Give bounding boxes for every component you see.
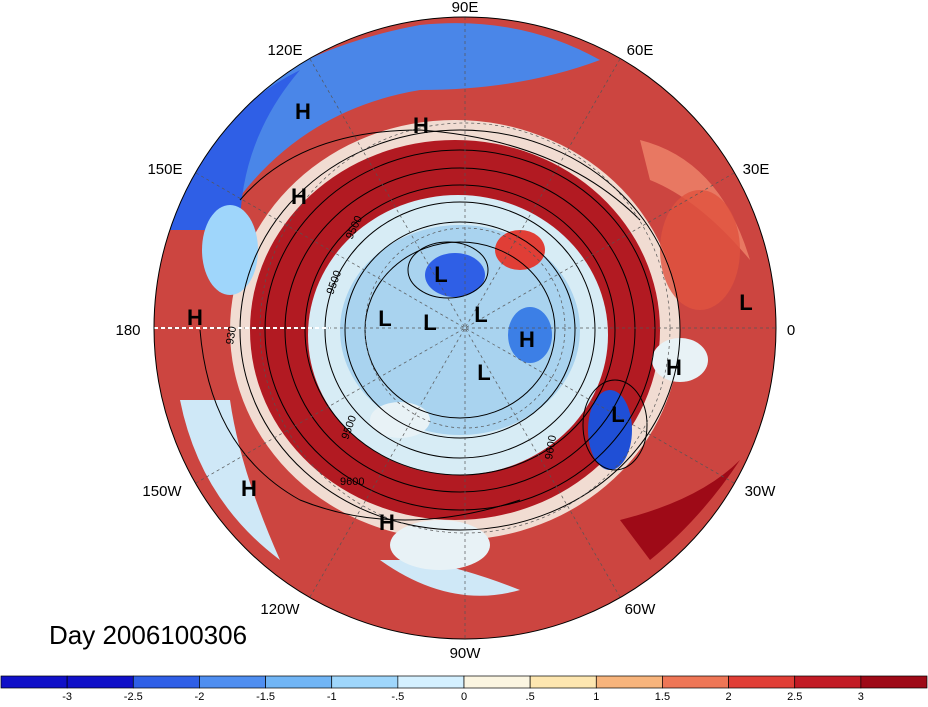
lon-label: 90E: [452, 0, 479, 16]
colorbar-box: [860, 675, 928, 689]
colorbar: -3 -2.5 -2 -1.5 -1 -.5 0 .5 1 1.5 2 2.5 3: [0, 675, 928, 702]
colorbar-box: [794, 675, 862, 689]
high-pressure-marker: H: [379, 510, 395, 535]
colorbar-tick-label: -2: [195, 691, 205, 702]
day-label: Day 2006100306: [49, 620, 248, 650]
high-pressure-marker: H: [519, 327, 535, 352]
lon-label: 150E: [147, 161, 182, 178]
lon-label: 90W: [450, 645, 482, 662]
colorbar-tick-label: -3: [62, 691, 72, 702]
colorbar-box: [331, 675, 399, 689]
colorbar-tick-label: -2.5: [124, 691, 143, 702]
map-boundary: [153, 16, 777, 640]
lon-label: 30E: [743, 161, 770, 178]
colorbar-tick-label: 3: [858, 691, 864, 702]
colorbar-box: [662, 675, 729, 689]
lon-label: 60E: [627, 42, 654, 59]
low-pressure-marker: L: [474, 302, 487, 327]
colorbar-tick-label: -.5: [391, 691, 404, 702]
contour-label: 9600: [543, 434, 559, 460]
colorbar-tick-label: .5: [526, 691, 535, 702]
colorbar-tick-label: 1: [593, 691, 599, 702]
colorbar-box: [199, 675, 266, 689]
colorbar-box: [0, 675, 68, 689]
colorbar-tick-label: 2: [726, 691, 732, 702]
lon-label: 120E: [267, 42, 302, 59]
high-pressure-marker: H: [241, 476, 257, 501]
lon-label: 60W: [625, 601, 657, 618]
colorbar-box: [595, 675, 663, 689]
colorbar-tick-label: 1.5: [655, 691, 670, 702]
lon-label: 150W: [142, 483, 182, 500]
high-pressure-marker: H: [291, 184, 307, 209]
lon-label: 120W: [260, 601, 300, 618]
low-pressure-marker: L: [423, 310, 436, 335]
low-pressure-marker: L: [611, 402, 624, 427]
colorbar-box: [66, 675, 134, 689]
lon-label: 0: [787, 322, 795, 339]
colorbar-box: [397, 675, 465, 689]
pressure-centers: H H H H H H H L L L L L L L H H: [187, 99, 753, 535]
colorbar-box: [265, 675, 333, 689]
colorbar-box: [529, 675, 597, 689]
contour-label: 930: [224, 325, 239, 345]
contour-label: 9600: [340, 476, 364, 488]
lon-label: 180: [115, 322, 140, 339]
high-pressure-marker: H: [666, 355, 682, 380]
lon-label: 30W: [745, 483, 777, 500]
high-pressure-marker: H: [187, 305, 203, 330]
low-pressure-marker: L: [378, 306, 391, 331]
colorbar-box: [132, 675, 200, 689]
longitude-labels: 90E 60E 30E 0 30W 60W 90W 120W 150W 180 …: [115, 0, 795, 662]
colorbar-box: [728, 675, 796, 689]
low-pressure-marker: L: [477, 360, 490, 385]
colorbar-tick-label: -1.5: [256, 691, 275, 702]
colorbar-tick-label: 0: [461, 691, 467, 702]
low-pressure-marker: L: [739, 290, 752, 315]
colorbar-box: [463, 675, 531, 689]
colorbar-tick-label: -1: [327, 691, 337, 702]
low-pressure-marker: L: [434, 262, 447, 287]
high-pressure-marker: H: [295, 99, 311, 124]
colorbar-tick-label: 2.5: [787, 691, 802, 702]
high-pressure-marker: H: [413, 113, 429, 138]
geopotential-contours: [199, 129, 681, 531]
